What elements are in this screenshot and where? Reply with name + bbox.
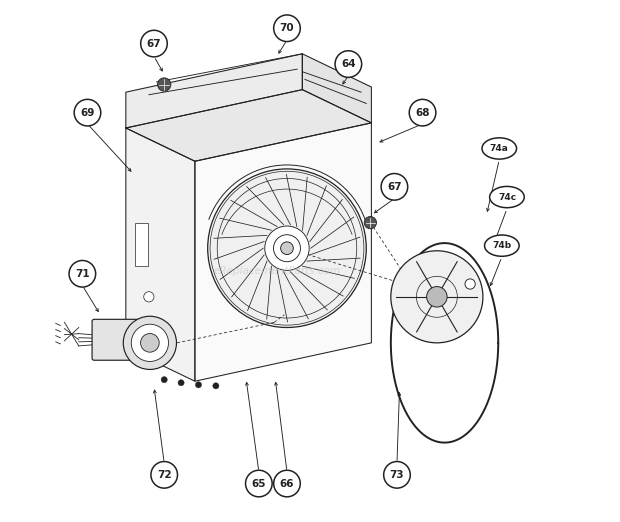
Text: 66: 66: [280, 479, 294, 489]
Circle shape: [281, 242, 293, 255]
Circle shape: [273, 235, 301, 262]
Circle shape: [381, 173, 408, 200]
Bar: [135, 223, 148, 266]
Text: 70: 70: [280, 23, 294, 33]
Circle shape: [384, 461, 410, 488]
Circle shape: [195, 382, 202, 388]
Circle shape: [141, 30, 167, 57]
Circle shape: [335, 51, 361, 77]
Ellipse shape: [482, 138, 516, 159]
Circle shape: [465, 279, 476, 289]
Circle shape: [273, 470, 300, 497]
Text: 67: 67: [147, 39, 161, 49]
Text: 72: 72: [157, 470, 172, 480]
Circle shape: [391, 251, 483, 343]
Text: 74a: 74a: [490, 144, 509, 153]
Circle shape: [161, 376, 167, 383]
Text: 74b: 74b: [492, 241, 512, 250]
Text: 73: 73: [389, 470, 404, 480]
Polygon shape: [303, 54, 371, 123]
Text: 69: 69: [80, 108, 95, 117]
Circle shape: [364, 217, 376, 229]
Circle shape: [157, 78, 171, 91]
Text: eReplacementParts.com: eReplacementParts.com: [213, 266, 340, 276]
Circle shape: [144, 292, 154, 302]
Circle shape: [74, 99, 101, 126]
Circle shape: [409, 99, 436, 126]
Circle shape: [427, 287, 447, 307]
Circle shape: [131, 324, 169, 361]
Text: 67: 67: [387, 182, 402, 192]
Circle shape: [178, 379, 184, 386]
Text: 65: 65: [252, 479, 266, 489]
Circle shape: [69, 260, 95, 287]
Circle shape: [151, 461, 177, 488]
Circle shape: [265, 226, 309, 270]
Text: 74c: 74c: [498, 193, 516, 201]
Polygon shape: [126, 54, 303, 128]
Polygon shape: [126, 90, 371, 161]
Circle shape: [141, 334, 159, 352]
Circle shape: [273, 15, 300, 42]
Ellipse shape: [490, 186, 525, 208]
Circle shape: [213, 383, 219, 389]
Text: 71: 71: [75, 269, 90, 279]
Circle shape: [123, 316, 177, 370]
Circle shape: [208, 169, 366, 327]
FancyBboxPatch shape: [92, 319, 142, 360]
Ellipse shape: [485, 235, 519, 256]
Polygon shape: [126, 128, 195, 381]
Text: 68: 68: [415, 108, 430, 117]
Text: 64: 64: [341, 59, 356, 69]
Polygon shape: [195, 123, 371, 381]
Circle shape: [246, 470, 272, 497]
